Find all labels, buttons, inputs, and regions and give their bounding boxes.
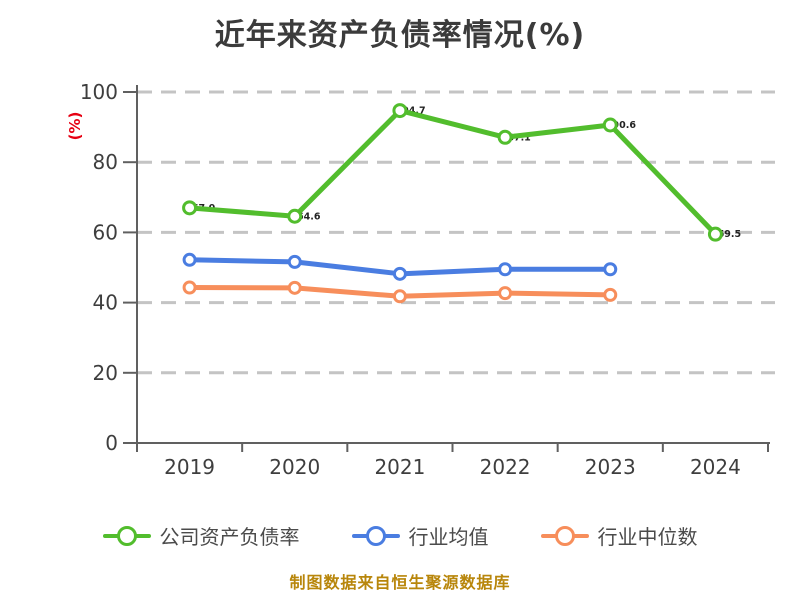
x-tick-label: 2020: [269, 455, 320, 479]
data-point: [603, 287, 618, 302]
axes: 0 20 40 60 80 100 2019 2020 2021 2022 2023 2024: [80, 80, 770, 479]
legend: 公司资产负债率 行业均值 行业中位数: [0, 521, 800, 550]
y-tick-label: 20: [93, 361, 118, 385]
legend-item-industry-avg: 行业均值: [351, 521, 489, 550]
data-point: [498, 262, 513, 277]
svg-text:90.6: 90.6: [613, 120, 637, 131]
data-point: [392, 266, 407, 281]
x-tick-label: 2024: [690, 455, 741, 479]
y-tick-label: 60: [93, 220, 118, 244]
y-tick-label: 80: [93, 150, 118, 174]
data-point: [182, 252, 197, 267]
series-line-0: [187, 108, 718, 237]
data-point: [392, 103, 408, 119]
legend-circle-swatch: [116, 525, 137, 546]
x-tick-label: 2022: [480, 455, 531, 479]
legend-item-company: 公司资产负债率: [102, 521, 300, 550]
data-point: [602, 117, 618, 133]
data-point: [182, 200, 198, 216]
data-point: [707, 226, 723, 242]
y-tick-label: 100: [80, 80, 118, 104]
data-point: [603, 262, 618, 277]
legend-circle-swatch: [554, 525, 575, 546]
legend-label-industry-avg: 行业均值: [408, 525, 489, 549]
legend-label-company: 公司资产负债率: [159, 525, 300, 549]
legend-marker-company: [102, 524, 151, 548]
svg-text:59.5: 59.5: [718, 229, 741, 240]
data-source-note: 制图数据来自恒生聚源数据库: [289, 573, 511, 592]
data-point: [497, 129, 513, 145]
data-point: [287, 280, 302, 295]
legend-marker-industry-median: [540, 524, 589, 548]
chart-title: 近年来资产负债率情况(%): [214, 18, 586, 53]
svg-text:94.7: 94.7: [402, 106, 425, 117]
gridlines: [137, 90, 775, 375]
data-point: [498, 286, 513, 301]
data-point: [287, 208, 303, 224]
y-axis-label: (%): [66, 111, 84, 141]
svg-text:64.6: 64.6: [297, 211, 321, 222]
data-point: [182, 280, 197, 295]
x-tick-label: 2023: [585, 455, 636, 479]
data-point: [392, 289, 407, 304]
legend-marker-industry-avg: [351, 524, 400, 548]
x-tick-label: 2019: [164, 455, 215, 479]
legend-item-industry-median: 行业中位数: [540, 521, 698, 550]
legend-circle-swatch: [365, 525, 386, 546]
x-tick-label: 2021: [374, 455, 425, 479]
y-tick-label: 0: [105, 431, 118, 455]
y-tick-label: 40: [93, 291, 118, 315]
legend-label-industry-median: 行业中位数: [597, 525, 698, 549]
data-point: [287, 254, 302, 269]
